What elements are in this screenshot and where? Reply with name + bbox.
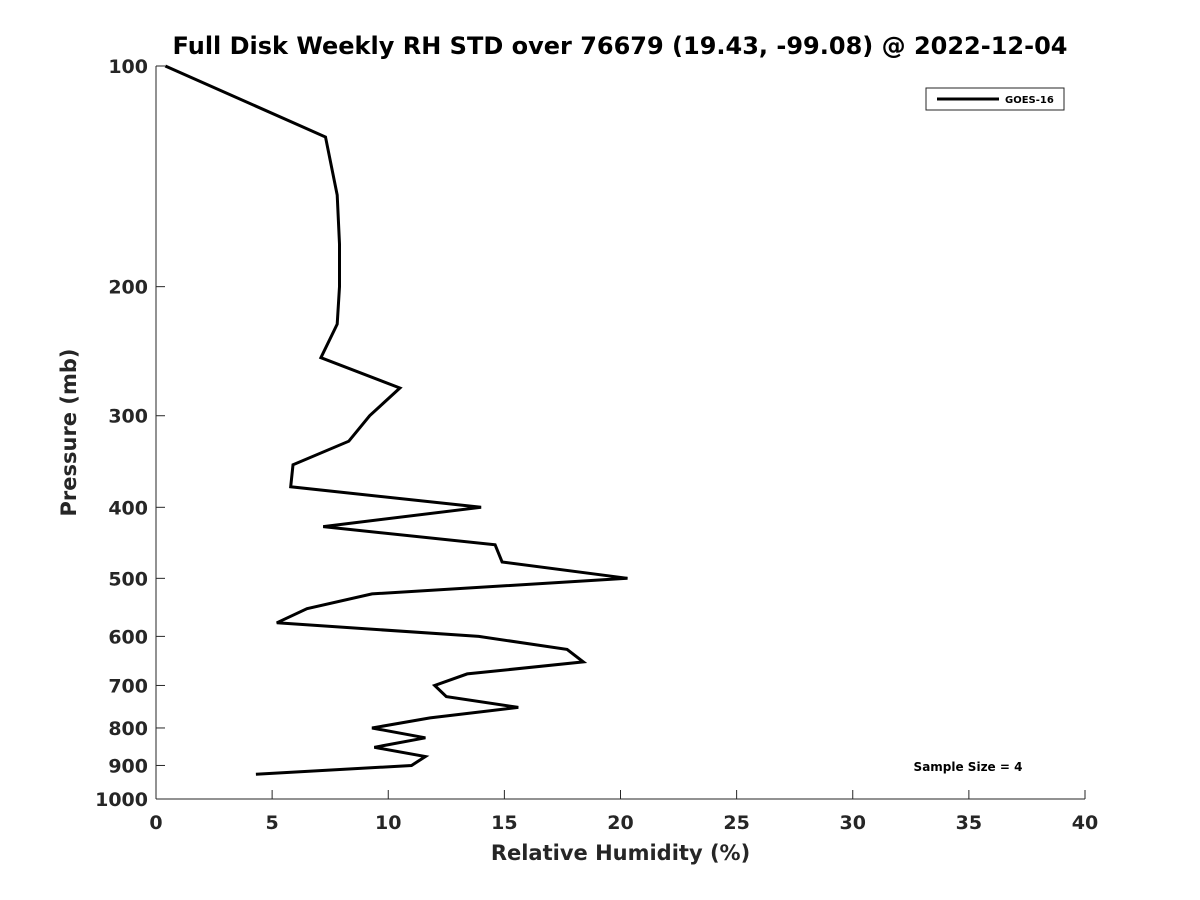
x-tick-label: 25: [723, 812, 749, 834]
x-tick-label: 10: [375, 812, 401, 834]
y-tick-label: 900: [108, 755, 148, 777]
x-tick-label: 0: [149, 812, 162, 834]
y-tick-label: 600: [108, 626, 148, 648]
y-tick-label: 700: [108, 675, 148, 697]
x-tick-label: 30: [840, 812, 866, 834]
y-tick-label: 500: [108, 568, 148, 590]
x-tick-label: 35: [956, 812, 982, 834]
legend-label: GOES-16: [1005, 95, 1054, 106]
axes: 0 5 10 15 20 25 30 35 40 100 200 300 400 500 600 700 800…: [95, 56, 1098, 834]
x-tick-label: 5: [266, 812, 279, 834]
series-line-goes-16: [164, 64, 628, 776]
y-axis-label: Pressure (mb): [57, 349, 81, 517]
y-tick-label: 300: [108, 406, 148, 428]
chart-title: Full Disk Weekly RH STD over 76679 (19.4…: [173, 32, 1068, 60]
x-axis-label: Relative Humidity (%): [491, 841, 750, 865]
x-tick-label: 20: [607, 812, 633, 834]
sample-size-annotation: Sample Size = 4: [914, 760, 1023, 774]
plot-area: [156, 66, 1085, 799]
y-tick-label: 100: [108, 56, 148, 78]
x-tick-label: 40: [1072, 812, 1098, 834]
series-layer: [164, 64, 628, 776]
y-tick-label: 200: [108, 277, 148, 299]
y-tick-label: 400: [108, 497, 148, 519]
y-tick-label: 1000: [95, 789, 148, 811]
legend: GOES-16: [925, 87, 1065, 111]
y-tick-label: 800: [108, 718, 148, 740]
x-tick-label: 15: [491, 812, 517, 834]
